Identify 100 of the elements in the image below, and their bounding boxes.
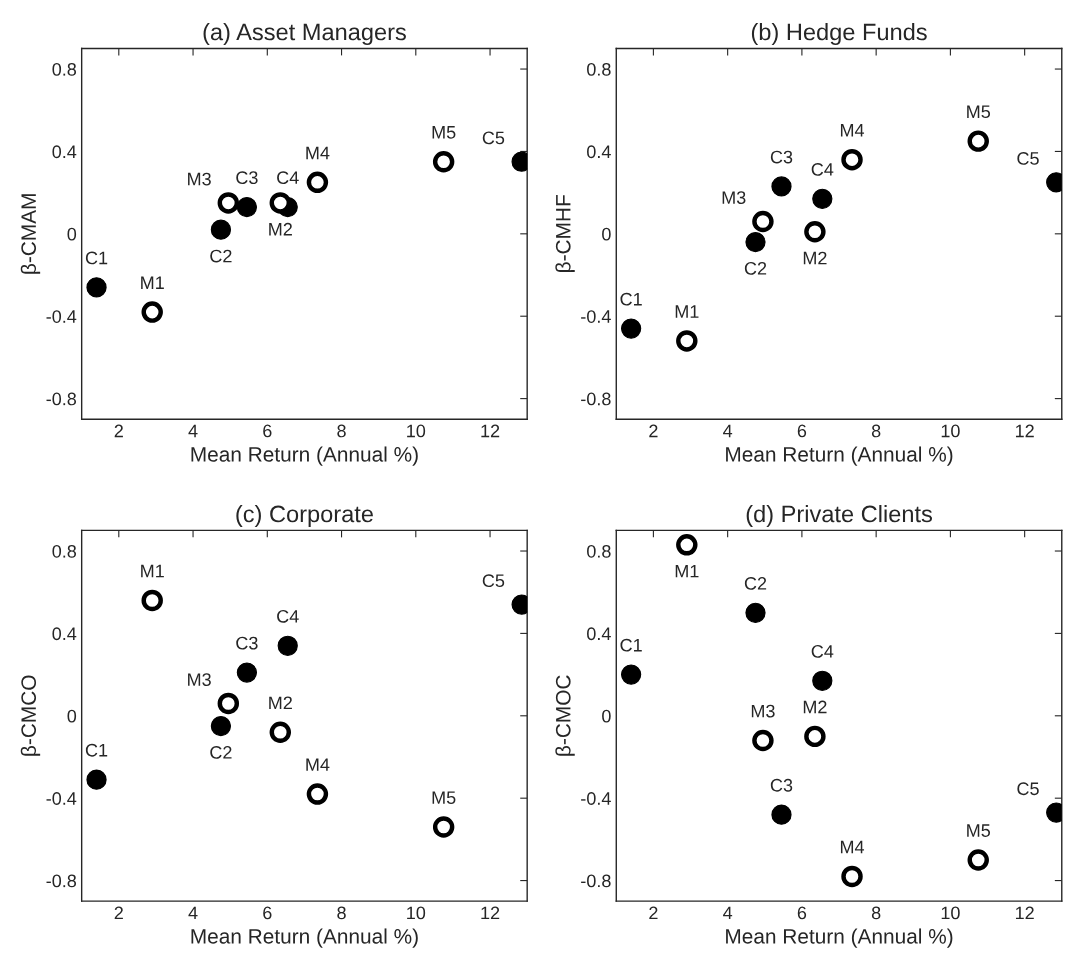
data-label: C5 (482, 574, 505, 588)
point (269, 192, 292, 214)
x-tick-label: 2 (649, 424, 658, 438)
point (620, 318, 642, 339)
data-label: M1 (141, 276, 164, 289)
x-axis-title: Mean Return (Annual %) (726, 446, 953, 466)
data-label: M4 (306, 758, 330, 771)
data-label: M3 (188, 673, 211, 686)
x-tick-label: 8 (337, 906, 346, 920)
x-tick-label: 8 (871, 906, 881, 920)
x-tick-label: 2 (114, 906, 123, 920)
y-tick-label: 0.4 (52, 145, 77, 159)
data-label: M5 (432, 126, 456, 139)
point (771, 176, 792, 197)
x-tick-label: 4 (723, 424, 733, 438)
y-tick-label: 0.4 (587, 627, 611, 641)
data-label: C4 (811, 644, 834, 658)
point (676, 330, 698, 352)
data-label: C3 (770, 150, 793, 164)
point (432, 151, 455, 173)
chart-title: (c) Corporate (236, 504, 373, 527)
point (432, 816, 455, 838)
x-axis-title: Mean Return (Annual %) (726, 928, 953, 948)
point (812, 670, 833, 691)
data-label: M2 (803, 700, 827, 714)
point (967, 849, 989, 871)
y-tick-label: 0.4 (587, 145, 611, 159)
data-label: C3 (236, 636, 258, 650)
x-tick-label: 4 (188, 906, 198, 920)
y-tick-label: 0.8 (587, 544, 611, 558)
point (841, 148, 863, 171)
data-label: C5 (1017, 782, 1039, 796)
data-label: C1 (620, 292, 642, 306)
point (745, 231, 766, 253)
data-label: M3 (188, 172, 211, 186)
point (752, 729, 774, 752)
y-tick-label: -0.8 (46, 874, 77, 888)
x-tick-label: 6 (797, 424, 807, 438)
x-tick-label: 6 (797, 906, 807, 920)
point (841, 865, 863, 888)
data-label: C1 (85, 743, 108, 757)
point (306, 783, 329, 805)
data-label: C3 (770, 778, 793, 792)
data-label: C4 (277, 609, 299, 623)
x-tick-label: 6 (263, 424, 272, 438)
point (620, 664, 642, 685)
data-label: M2 (269, 222, 292, 236)
data-label: M3 (751, 704, 775, 718)
data-label: C4 (811, 163, 834, 176)
data-label: C4 (277, 171, 299, 185)
data-label: C5 (482, 131, 505, 145)
x-axis-title: Mean Return (Annual %) (191, 928, 418, 948)
x-tick-label: 12 (481, 424, 500, 438)
point (236, 662, 258, 683)
data-label: M1 (141, 564, 164, 578)
chart-title: (a) Asset Managers (203, 23, 406, 46)
data-label: M4 (840, 124, 865, 137)
point (277, 635, 298, 656)
x-tick-label: 6 (263, 906, 272, 920)
x-tick-label: 10 (407, 906, 426, 920)
x-axis-title: Mean Return (Annual %) (191, 446, 418, 466)
data-label: M5 (967, 105, 991, 119)
point (804, 221, 826, 243)
point (804, 725, 826, 748)
x-tick-label: 8 (337, 424, 346, 438)
data-label: C2 (744, 577, 767, 590)
y-tick-label: 0.8 (587, 62, 611, 76)
x-tick-label: 2 (114, 424, 123, 438)
y-tick-label: 0 (602, 227, 611, 241)
data-label: C3 (236, 171, 258, 185)
point (306, 171, 329, 194)
x-tick-label: 8 (871, 424, 881, 438)
data-label: M2 (269, 696, 292, 710)
point (269, 721, 292, 743)
data-label: C5 (1017, 152, 1039, 165)
data-label: M3 (722, 191, 746, 205)
point (217, 192, 240, 214)
x-tick-label: 12 (1015, 424, 1034, 438)
chart-title: (b) Hedge Funds (751, 23, 927, 46)
point (771, 804, 792, 825)
y-tick-label: 0 (602, 709, 611, 723)
data-label: M5 (967, 824, 991, 837)
point (141, 589, 163, 612)
data-label: M5 (432, 791, 456, 805)
chart-title: (d) Private Clients (746, 504, 932, 527)
y-tick-label: -0.4 (46, 310, 77, 323)
y-tick-label: -0.4 (581, 310, 611, 323)
y-tick-label: -0.8 (46, 392, 77, 406)
point (210, 715, 232, 737)
y-tick-label: 0 (67, 709, 77, 723)
y-axis-title: β-CMOC (555, 675, 575, 756)
point (967, 130, 989, 152)
x-tick-label: 2 (649, 906, 658, 920)
point (812, 188, 833, 209)
data-label: M2 (803, 251, 827, 265)
data-label: C2 (744, 261, 767, 275)
y-tick-label: -0.4 (581, 792, 611, 805)
data-label: C1 (620, 638, 642, 652)
x-tick-label: 12 (1015, 906, 1034, 920)
point (745, 602, 766, 623)
